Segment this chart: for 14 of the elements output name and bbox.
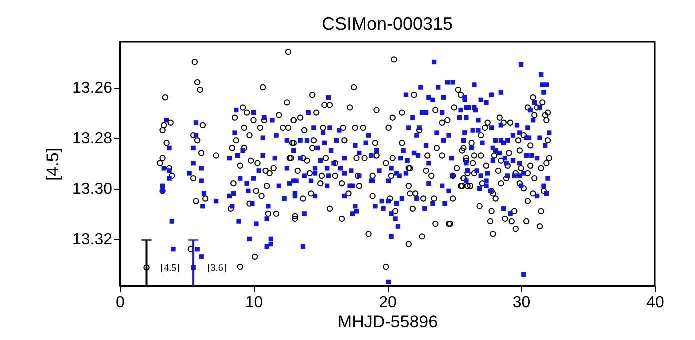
x-tick-label: 0 xyxy=(116,294,126,312)
y-tick-label: 13.32 xyxy=(72,232,113,249)
x-axis-title: MHJD-55896 xyxy=(338,312,438,332)
y-tick-label: 13.30 xyxy=(72,181,113,198)
chart-title: CSIMon-000315 xyxy=(322,14,454,34)
series-label: [4.5] xyxy=(160,262,180,274)
x-tick-label: 20 xyxy=(379,294,397,312)
series-label: [3.6] xyxy=(208,262,227,274)
x-tick-label: 40 xyxy=(646,294,664,312)
y-tick-label: 13.28 xyxy=(72,130,113,148)
x-tick-label: 30 xyxy=(512,294,531,312)
y-tick-label: 13.26 xyxy=(72,80,113,98)
y-axis-title: [4.5] xyxy=(43,148,62,182)
x-tick-label: 10 xyxy=(245,294,264,312)
